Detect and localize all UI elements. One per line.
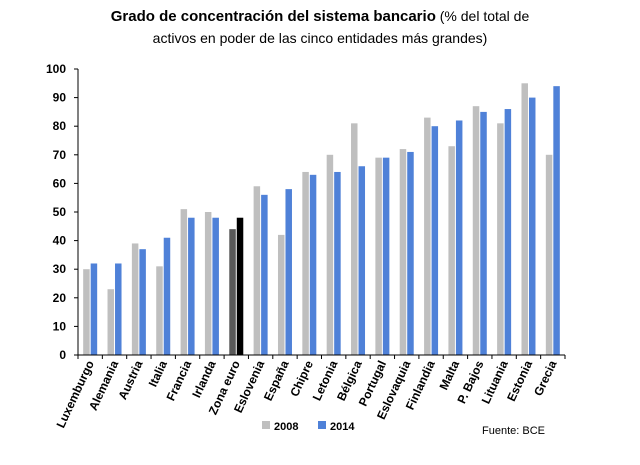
bar-2008-5 bbox=[204, 212, 212, 355]
y-tick-label: 70 bbox=[53, 148, 67, 162]
bar-2014-9 bbox=[309, 174, 317, 355]
x-tick-label: Malta bbox=[436, 358, 462, 392]
x-tick-label: Luxemburgo bbox=[53, 358, 96, 430]
bar-2008-4 bbox=[180, 209, 188, 355]
bar-2008-15 bbox=[448, 146, 455, 355]
bar-2008-11 bbox=[351, 123, 358, 355]
bar-2014-14 bbox=[431, 126, 439, 355]
bar-2014-11 bbox=[358, 166, 366, 355]
legend-swatch-2008 bbox=[262, 421, 270, 429]
bar-2008-2 bbox=[131, 243, 139, 355]
bar-2014-1 bbox=[115, 263, 122, 355]
chart-subtitle-part-2: activos en poder de las cinco entidades … bbox=[152, 30, 488, 46]
bar-2008-9 bbox=[302, 171, 309, 355]
bar-2014-7 bbox=[261, 194, 268, 355]
y-tick-label: 30 bbox=[53, 262, 67, 276]
y-tick-label: 10 bbox=[53, 319, 67, 333]
y-tick-label: 20 bbox=[53, 291, 67, 305]
y-tick-label: 0 bbox=[59, 348, 66, 362]
axes bbox=[74, 68, 566, 359]
bar-2014-10 bbox=[334, 171, 341, 355]
legend: 2008 2014 bbox=[262, 421, 355, 433]
bar-2014-6 bbox=[236, 217, 244, 355]
bar-2008-7 bbox=[253, 186, 261, 355]
y-tick-label: 50 bbox=[53, 205, 67, 219]
bar-2014-12 bbox=[382, 157, 390, 355]
bar-2008-14 bbox=[424, 117, 431, 356]
bar-2014-0 bbox=[90, 263, 98, 355]
bar-2008-19 bbox=[545, 154, 553, 355]
bar-2014-18 bbox=[528, 97, 536, 355]
bar-2008-17 bbox=[497, 123, 504, 355]
bar-2008-6 bbox=[229, 229, 236, 355]
bar-2014-5 bbox=[212, 217, 219, 355]
chart-title-line-2: activos en poder de las cinco entidades … bbox=[0, 30, 640, 46]
x-tick-label: Grecia bbox=[531, 358, 560, 398]
legend-label-2008: 2008 bbox=[274, 421, 298, 433]
bar-2008-12 bbox=[375, 157, 382, 355]
y-axis-tick-labels: 0 10 20 30 40 50 60 70 80 90 100 bbox=[46, 62, 66, 362]
bar-2014-4 bbox=[188, 217, 195, 355]
chart-title-line-1: Grado de concentración del sistema banca… bbox=[0, 8, 640, 25]
chart-source: Fuente: BCE bbox=[482, 425, 545, 437]
bar-2014-16 bbox=[480, 111, 487, 356]
bar-2008-10 bbox=[326, 154, 334, 355]
bar-2008-0 bbox=[83, 269, 90, 355]
bar-2014-17 bbox=[504, 109, 512, 355]
bar-2008-13 bbox=[399, 149, 407, 355]
legend-swatch-2014 bbox=[318, 421, 326, 429]
y-tick-label: 40 bbox=[53, 234, 67, 248]
bar-2008-16 bbox=[472, 106, 480, 356]
bar-2008-3 bbox=[156, 266, 163, 355]
bar-2014-8 bbox=[285, 189, 292, 355]
bar-2014-13 bbox=[407, 151, 414, 355]
bar-2014-3 bbox=[163, 237, 171, 355]
legend-label-2014: 2014 bbox=[330, 421, 355, 433]
bar-2014-15 bbox=[455, 120, 463, 355]
chart-subtitle-part-1: (% del total de bbox=[439, 8, 530, 24]
y-tick-label: 90 bbox=[53, 91, 67, 105]
y-tick-label: 100 bbox=[46, 62, 66, 76]
y-tick-label: 60 bbox=[53, 176, 67, 190]
chart-title: Grado de concentración del sistema banca… bbox=[110, 8, 436, 25]
bars bbox=[83, 83, 560, 356]
x-tick-label: Italia bbox=[146, 358, 170, 389]
y-tick-label: 80 bbox=[53, 119, 67, 133]
bar-2008-1 bbox=[107, 289, 115, 355]
bar-2014-19 bbox=[553, 86, 560, 355]
bar-2008-8 bbox=[277, 234, 285, 355]
bar-2008-18 bbox=[521, 83, 528, 356]
bar-2014-2 bbox=[139, 249, 146, 355]
